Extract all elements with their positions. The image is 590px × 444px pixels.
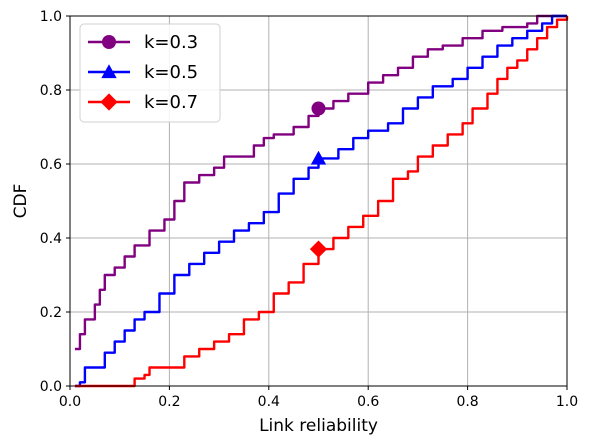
legend-marker-2 bbox=[101, 64, 117, 79]
y-tick-label: 0.6 bbox=[40, 157, 62, 173]
series-marker-1 bbox=[311, 101, 326, 116]
x-tick-label: 1.0 bbox=[556, 394, 578, 410]
legend-label-3: k=0.7 bbox=[144, 92, 198, 113]
y-tick-label: 1.0 bbox=[40, 9, 62, 25]
y-tick-label: 0.2 bbox=[40, 305, 62, 321]
legend: k=0.3 k=0.5 k=0.7 bbox=[79, 23, 221, 123]
series-lines bbox=[74, 14, 569, 388]
series-markers bbox=[309, 101, 328, 258]
legend-box bbox=[79, 23, 221, 123]
series-line-3 bbox=[74, 16, 569, 388]
legend-label-2: k=0.5 bbox=[144, 62, 198, 83]
x-tick-label: 0.0 bbox=[59, 394, 81, 410]
legend-label-1: k=0.3 bbox=[144, 32, 198, 53]
y-tick-label: 0.4 bbox=[40, 231, 62, 247]
series-line-1 bbox=[74, 14, 567, 351]
x-axis-title: Link reliability bbox=[259, 416, 378, 436]
series-marker-3 bbox=[309, 240, 328, 258]
y-axis-title: CDF bbox=[11, 184, 31, 219]
x-tick-label: 0.8 bbox=[456, 394, 478, 410]
legend-marker-1 bbox=[102, 35, 116, 49]
x-tick-label: 0.4 bbox=[258, 394, 280, 410]
y-axis-ticks: 0.0 0.2 0.4 0.6 0.8 1.0 bbox=[40, 9, 70, 395]
y-tick-label: 0.0 bbox=[40, 379, 62, 395]
series-line-2 bbox=[74, 14, 567, 388]
x-tick-label: 0.2 bbox=[158, 394, 180, 410]
legend-marker-3 bbox=[100, 93, 118, 111]
x-axis-ticks: 0.0 0.2 0.4 0.6 0.8 1.0 bbox=[59, 386, 578, 410]
x-tick-label: 0.6 bbox=[357, 394, 379, 410]
plot-frame bbox=[69, 15, 568, 387]
y-tick-label: 0.8 bbox=[40, 83, 62, 99]
series-marker-2 bbox=[310, 150, 327, 165]
